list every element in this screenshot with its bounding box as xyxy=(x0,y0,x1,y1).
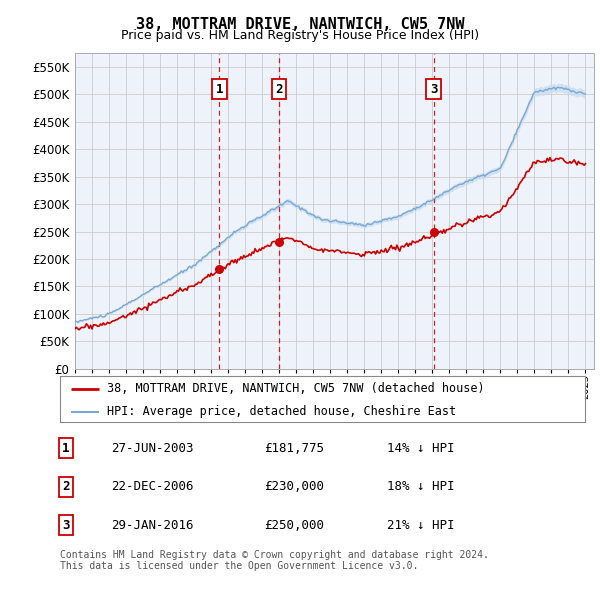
Text: 38, MOTTRAM DRIVE, NANTWICH, CW5 7NW: 38, MOTTRAM DRIVE, NANTWICH, CW5 7NW xyxy=(136,17,464,31)
Text: 22-DEC-2006: 22-DEC-2006 xyxy=(111,480,193,493)
Text: 2: 2 xyxy=(62,480,70,493)
Text: Price paid vs. HM Land Registry's House Price Index (HPI): Price paid vs. HM Land Registry's House … xyxy=(121,30,479,42)
Text: 18% ↓ HPI: 18% ↓ HPI xyxy=(387,480,455,493)
Text: 38, MOTTRAM DRIVE, NANTWICH, CW5 7NW (detached house): 38, MOTTRAM DRIVE, NANTWICH, CW5 7NW (de… xyxy=(107,382,485,395)
Text: 21% ↓ HPI: 21% ↓ HPI xyxy=(387,519,455,532)
Text: 14% ↓ HPI: 14% ↓ HPI xyxy=(387,442,455,455)
Text: 2: 2 xyxy=(275,83,283,96)
Text: HPI: Average price, detached house, Cheshire East: HPI: Average price, detached house, Ches… xyxy=(107,405,457,418)
Text: 29-JAN-2016: 29-JAN-2016 xyxy=(111,519,193,532)
Text: 27-JUN-2003: 27-JUN-2003 xyxy=(111,442,193,455)
Text: £250,000: £250,000 xyxy=(264,519,324,532)
Text: £181,775: £181,775 xyxy=(264,442,324,455)
Text: 3: 3 xyxy=(430,83,437,96)
Text: £230,000: £230,000 xyxy=(264,480,324,493)
Text: 1: 1 xyxy=(62,442,70,455)
Text: 3: 3 xyxy=(62,519,70,532)
Text: Contains HM Land Registry data © Crown copyright and database right 2024.
This d: Contains HM Land Registry data © Crown c… xyxy=(60,550,489,572)
Text: 1: 1 xyxy=(216,83,223,96)
